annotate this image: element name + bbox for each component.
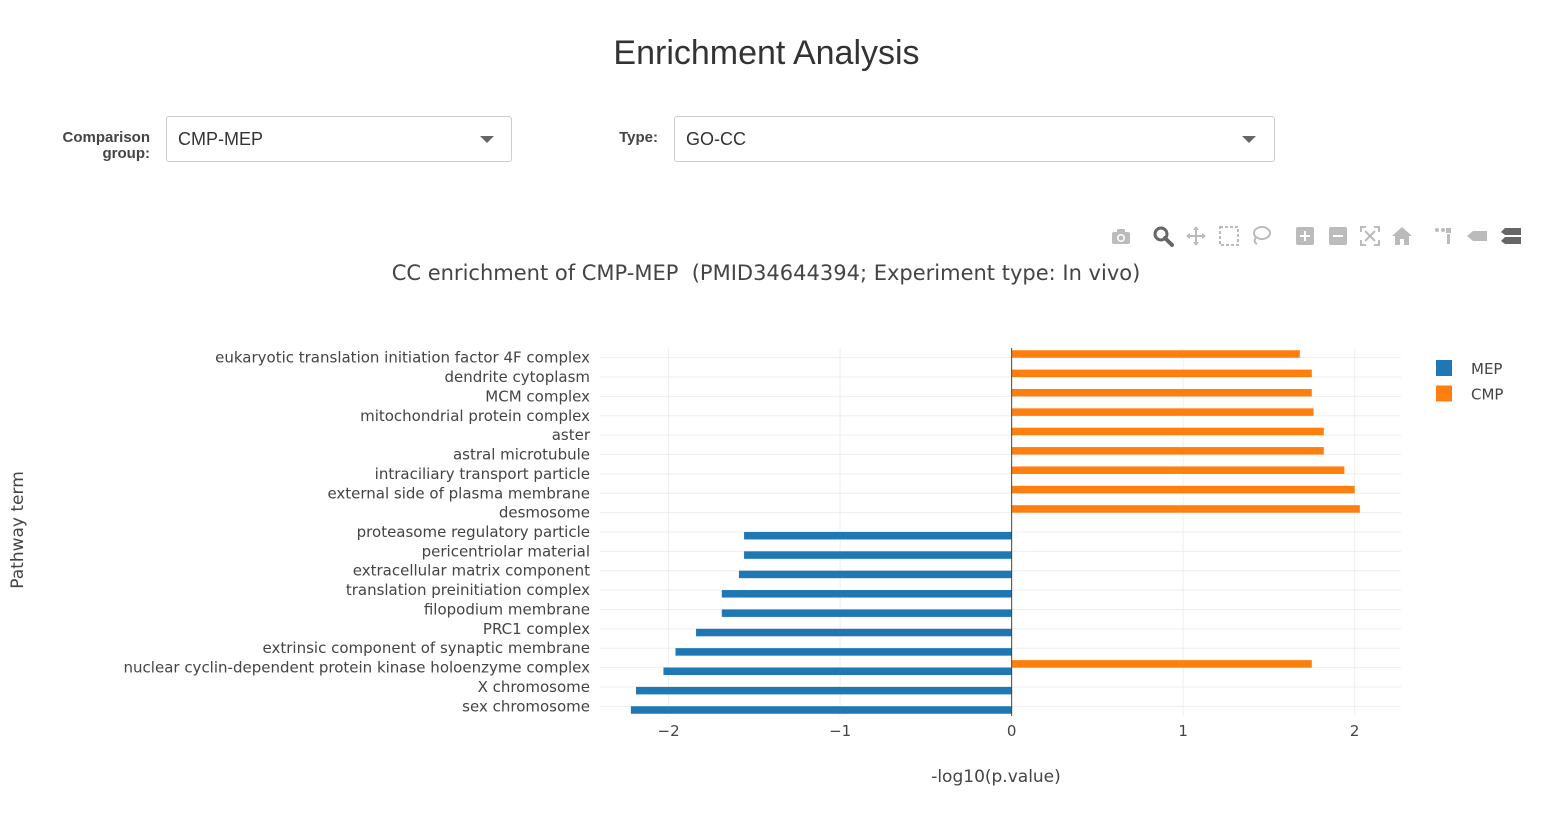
bar-mep[interactable] <box>663 667 1012 676</box>
y-tick-label: MCM complex <box>485 387 590 405</box>
spike-lines-icon[interactable] <box>1431 224 1455 248</box>
chart-title: CC enrichment of CMP-MEP (PMID34644394; … <box>392 261 1141 285</box>
y-tick-label: extrinsic component of synaptic membrane <box>263 639 590 657</box>
y-tick-label: dendrite cytoplasm <box>445 368 590 386</box>
x-tick-label: 0 <box>1007 722 1017 740</box>
comparison-group-label-line1: Comparison <box>62 129 150 146</box>
bar-mep[interactable] <box>696 628 1012 637</box>
bar-mep[interactable] <box>636 686 1012 695</box>
box-select-icon[interactable] <box>1217 224 1241 248</box>
page-title: Enrichment Analysis <box>613 34 920 72</box>
bar-mep[interactable] <box>744 531 1012 540</box>
comparison-group-select[interactable]: CMP-MEP <box>166 116 512 162</box>
x-axis-title: -log10(p.value) <box>931 767 1061 787</box>
legend-label-mep[interactable]: MEP <box>1471 360 1502 378</box>
y-tick-label: translation preinitiation complex <box>346 581 590 599</box>
chevron-down-icon <box>1242 136 1256 143</box>
y-axis-title: Pathway term <box>8 471 28 589</box>
legend-label-cmp[interactable]: CMP <box>1471 386 1503 404</box>
comparison-group-value: CMP-MEP <box>178 129 263 149</box>
bar-mep[interactable] <box>630 706 1012 714</box>
bar-cmp[interactable] <box>1011 447 1324 455</box>
bar-mep[interactable] <box>744 551 1012 559</box>
bar-cmp[interactable] <box>1011 466 1345 474</box>
y-tick-label: proteasome regulatory particle <box>357 523 590 541</box>
y-tick-label: sex chromosome <box>462 697 590 715</box>
bar-cmp[interactable] <box>1011 369 1312 378</box>
bar-cmp[interactable] <box>1011 408 1314 416</box>
type-label: Type: <box>598 130 658 146</box>
comparison-group-label-line2: group: <box>102 145 150 162</box>
autoscale-icon[interactable] <box>1358 224 1382 248</box>
y-tick-label: astral microtubule <box>453 446 590 464</box>
y-tick-label: filopodium membrane <box>424 600 590 618</box>
camera-icon[interactable] <box>1109 224 1133 248</box>
x-tick-label: 2 <box>1350 722 1360 740</box>
legend-swatch-cmp[interactable] <box>1436 385 1452 402</box>
y-tick-label: aster <box>552 426 591 444</box>
chevron-down-icon <box>480 136 494 143</box>
x-tick-label: 1 <box>1178 722 1188 740</box>
y-tick-label: extracellular matrix component <box>353 562 590 580</box>
y-tick-label: intraciliary transport particle <box>375 465 590 483</box>
bar-cmp[interactable] <box>1011 427 1324 436</box>
legend[interactable]: MEP CMP <box>1436 360 1503 404</box>
y-tick-label: X chromosome <box>478 678 590 696</box>
y-tick-label: PRC1 complex <box>483 620 590 638</box>
type-select[interactable]: GO-CC <box>674 116 1275 162</box>
bar-mep[interactable] <box>675 648 1012 656</box>
zoom-in-icon[interactable] <box>1293 224 1317 248</box>
lasso-icon[interactable] <box>1249 224 1273 248</box>
type-value: GO-CC <box>686 129 746 149</box>
y-tick-label: pericentriolar material <box>422 542 590 560</box>
bar-cmp[interactable] <box>1011 505 1360 513</box>
bar-mep[interactable] <box>721 609 1012 617</box>
y-tick-label: eukaryotic translation initiation factor… <box>215 349 590 367</box>
y-tick-label: nuclear cyclin-dependent protein kinase … <box>124 659 591 677</box>
pan-icon[interactable] <box>1184 224 1208 248</box>
bar-cmp[interactable] <box>1011 388 1312 397</box>
reset-axes-icon[interactable] <box>1390 224 1414 248</box>
zoom-out-icon[interactable] <box>1326 224 1350 248</box>
y-tick-label: desmosome <box>499 504 590 522</box>
hover-compare-icon[interactable] <box>1499 224 1523 248</box>
y-tick-label: external side of plasma membrane <box>327 484 590 502</box>
type-label-text: Type: <box>619 129 658 146</box>
legend-swatch-mep[interactable] <box>1436 360 1452 376</box>
bar-cmp[interactable] <box>1011 350 1300 358</box>
x-tick-label: −2 <box>658 722 680 740</box>
zoom-icon[interactable] <box>1151 224 1175 248</box>
y-tick-label: mitochondrial protein complex <box>360 407 590 425</box>
bar-cmp[interactable] <box>1011 485 1355 494</box>
bar-mep[interactable] <box>738 570 1012 579</box>
bar-cmp[interactable] <box>1011 660 1312 668</box>
hover-closest-icon[interactable] <box>1465 224 1489 248</box>
bars-layer[interactable] <box>630 350 1360 714</box>
x-tick-label: −1 <box>829 722 851 740</box>
bar-mep[interactable] <box>721 590 1012 598</box>
comparison-group-label: Comparison group: <box>40 130 150 162</box>
